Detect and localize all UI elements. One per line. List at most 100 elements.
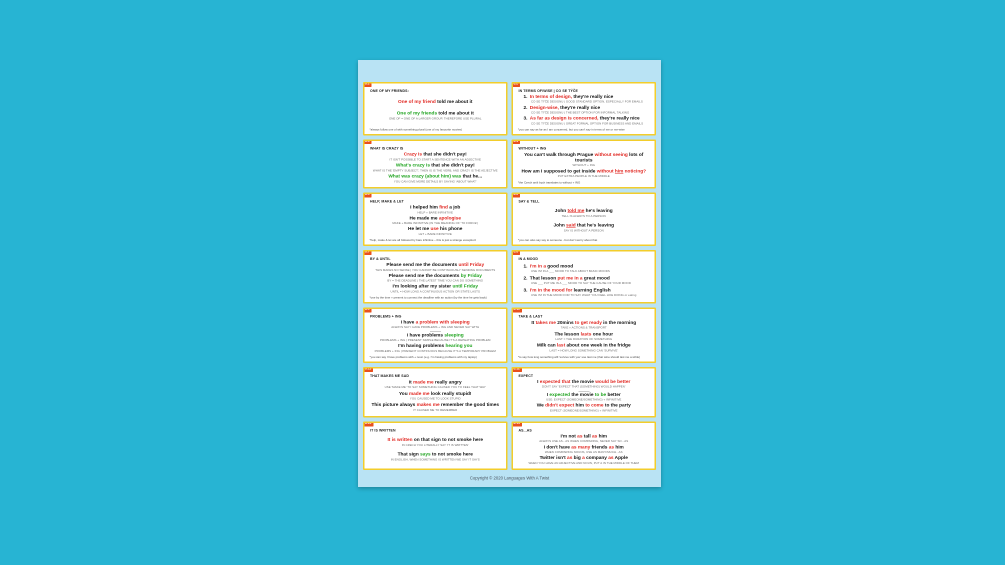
example-item: That sign says to not smoke here IN ENGLI…	[368, 452, 503, 462]
grammar-box: 8.7 BY & UNTIL Please send me the docume…	[363, 250, 508, 304]
example-sentence: I expected that the movie would be bette…	[518, 379, 651, 385]
sentence-segment: That sign	[397, 451, 421, 458]
sentence-segment: told me about it	[435, 99, 473, 105]
grammar-box: 8.13 IT IS WRITTEN It is written on that…	[363, 421, 508, 470]
footnote-text: *you can also say say to someone - but d…	[518, 239, 598, 243]
example-sentence: Please send me the documents by Friday	[369, 273, 502, 278]
sentence-segment: as many	[571, 444, 591, 450]
example-sentence: I'm looking after my sister until Friday	[369, 284, 502, 289]
example-sentence: 1. In terms of design, they're really ni…	[524, 94, 651, 100]
example-sentence: He made me apologise	[369, 215, 502, 221]
sentence-segment: use	[430, 226, 439, 232]
sentence-segment: I	[546, 391, 550, 398]
grammar-box: 8.9 PROBLEMS + ING I have a problem with…	[363, 307, 508, 363]
example-sentence: 2. Design-wise, they're really nice	[524, 105, 651, 110]
sentence-segment: that he's leaving	[575, 222, 615, 229]
document-page-wrapper: 8.1 ONE OF MY FRIENDS: One of my friend …	[358, 60, 661, 487]
footnote-text: *to say how long something will 'survive…	[518, 356, 641, 360]
sentence-segment: noticing?	[623, 168, 647, 174]
example-sentence: 3. I'm in the mood for learning English	[524, 287, 651, 293]
sentence-segment: I'm in the mood for	[529, 287, 573, 293]
example-sentence: How am I supposed to get inside without …	[518, 168, 651, 174]
example-item: It made me really angry USE 'MAKE ME' TO …	[368, 380, 503, 390]
sentence-segment: lots of tourists	[575, 151, 644, 163]
explanation-text: USE: EXPECT (SOMEONE/SOMETHING) + INFINI…	[546, 398, 622, 402]
sentence-segment: company	[584, 455, 609, 461]
example-item: You made me look really stupid! YOU CAUSE…	[368, 391, 503, 401]
sentence-segment: I helped him	[410, 204, 440, 211]
example-item: We didn't expect him to come to the part…	[517, 403, 652, 413]
sentence-segment: on that sign to not smoke here	[412, 437, 484, 443]
sentence-segment: I have problems	[406, 332, 445, 338]
sentence-segment: the movie	[570, 391, 595, 398]
explanation-text: LET + BARE INFINITIVE	[418, 232, 452, 236]
explanation-text: TELL IS ALWAYS TO A PERSON	[561, 214, 606, 218]
item-divider	[429, 331, 441, 332]
example-sentence: I have a problem with sleeping	[369, 320, 502, 325]
example-sentence: One of my friend told me about it	[369, 99, 502, 105]
sentence-segment: great mood	[582, 275, 610, 281]
example-item: What was crazy (about him) was that he..…	[368, 174, 503, 184]
explanation-text: HELP + BARE INFINITIVE	[417, 211, 453, 215]
grammar-box: 8.1 ONE OF MY FRIENDS: One of my friend …	[363, 82, 508, 136]
example-sentence: I'm not as tall as him	[518, 434, 651, 439]
example-sentence: It is written on that sign to not smoke …	[369, 437, 502, 443]
example-item: 3. I'm in the mood for learning English U…	[517, 287, 652, 298]
box-number-tag: 8.14	[513, 421, 522, 427]
example-item: I helped him find a job HELP + BARE INFIN…	[368, 205, 503, 215]
explanation-text: DON'T SAY 'EXPECT THAT (SOMETHING) WOULD…	[541, 385, 626, 389]
sentence-segment: about one week in the fridge	[565, 342, 631, 349]
box-title: EXPECT	[518, 374, 534, 379]
example-item: I have a problem with sleeping ALWAYS SAY…	[368, 320, 503, 332]
sentence-segment: without	[596, 168, 615, 174]
box-body: Please send me the documents until Frida…	[368, 262, 503, 296]
example-item: He let me use his phone LET + BARE INFINI…	[368, 226, 503, 237]
sentence-segment: Apple	[613, 455, 628, 461]
sentence-segment: The lesson	[554, 331, 581, 337]
box-number-tag: 8.2	[513, 82, 521, 87]
sentence-segment: I'm in a	[529, 263, 546, 269]
sentence-segment: one hour	[591, 331, 614, 337]
example-item: It is written on that sign to not smoke …	[368, 437, 503, 448]
example-sentence: I expected the movie to be better	[518, 392, 651, 397]
sentence-segment: the movie	[570, 379, 596, 385]
example-sentence: It takes me 20mins to get ready in the m…	[518, 320, 651, 326]
sentence-segment: What's crazy is	[395, 162, 430, 169]
box-number-tag: 8.1	[364, 82, 372, 87]
sentence-segment: This picture always	[371, 402, 417, 408]
explanation-text: USE I'M IN A ___ MOOD TO TALK ABOUT BASI…	[531, 270, 610, 273]
sentence-segment: John	[553, 222, 567, 229]
sentence-segment: hearing you	[445, 343, 473, 349]
sentence-segment: expected	[549, 391, 571, 398]
explanation-text: LAST = HOW LONG SOMETHING CAN 'SURVIVE'	[549, 349, 618, 353]
sentence-segment: last	[556, 342, 566, 349]
sentence-segment: Crazy is	[403, 151, 423, 158]
example-item: 1. I'm in a good mood USE I'M IN A ___ MO…	[517, 263, 652, 274]
explanation-text: BY = THE DEADLINE | THE LATEST TIME YOU …	[387, 279, 484, 283]
example-item: 3. As far as design is concerned, they'r…	[517, 116, 652, 126]
explanation-text: CO SE TÝČE DESIGNU | GOOD STANDARD OPTIO…	[531, 100, 643, 104]
box-title: WITHOUT + ING	[518, 146, 547, 151]
sentence-segment: Milk can	[536, 342, 557, 349]
sentence-segment: John	[554, 208, 568, 214]
sentence-segment: a job	[447, 204, 461, 211]
example-sentence: I have problems sleeping	[369, 332, 502, 338]
sentence-segment: In terms of design,	[529, 94, 573, 100]
sentence-segment: 20mins	[555, 320, 575, 326]
sentence-segment: What was crazy (about him) was	[388, 173, 462, 180]
sentence-segment: It	[408, 379, 414, 385]
grammar-box: 8.8 IN A MOOD 1. I'm in a good mood USE I…	[511, 250, 656, 304]
sentence-segment: One of my friend	[398, 99, 436, 105]
sentence-segment: in the morning	[601, 320, 637, 326]
sentence-segment: It is written	[387, 437, 413, 443]
sentence-segment: He let me	[408, 226, 431, 232]
example-sentence: 2. That lesson put me in a great mood	[524, 275, 651, 281]
explanation-text: WHEN COMPARING NOUNS, USE AS MANY/MUCH..…	[544, 451, 623, 455]
example-sentence: What's crazy is that she didn't pay!	[369, 163, 502, 168]
explanation-text: YOU CAN GIVE MORE DETAILS BY SAYING 'ABO…	[393, 180, 477, 184]
sentence-segment: to the party	[603, 402, 631, 409]
sentence-segment: friends	[590, 444, 609, 450]
example-sentence: I helped him find a job	[369, 205, 502, 210]
footnote-text: *the Czech aniž bych translates to witho…	[518, 181, 581, 185]
